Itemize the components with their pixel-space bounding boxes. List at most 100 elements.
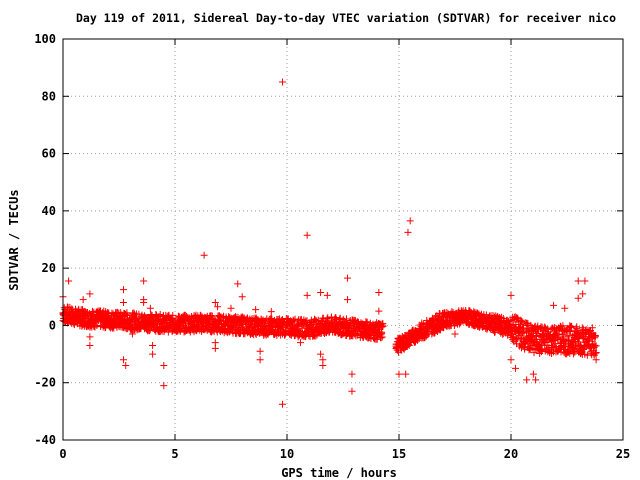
band-point bbox=[513, 315, 521, 323]
band-point bbox=[553, 334, 561, 342]
y-tick-label: 80 bbox=[42, 89, 56, 103]
band-point bbox=[122, 310, 130, 318]
outlier-point bbox=[214, 303, 222, 311]
plot-frame bbox=[62, 38, 624, 441]
outlier-point bbox=[511, 364, 519, 372]
chart-title: Day 119 of 2011, Sidereal Day-to-day VTE… bbox=[76, 11, 616, 25]
x-tick-label: 5 bbox=[171, 447, 178, 461]
outlier-point bbox=[550, 301, 558, 309]
outlier-point bbox=[507, 356, 515, 364]
outlier-point bbox=[348, 370, 356, 378]
band-point bbox=[303, 317, 311, 325]
band-point bbox=[169, 311, 177, 319]
band-point bbox=[362, 318, 370, 326]
tick-labels: 0 5 10 15 20 25 -40 -20 0 20 40 60 80 100 bbox=[34, 32, 630, 461]
band-point bbox=[525, 346, 533, 354]
outlier-point bbox=[590, 350, 598, 358]
band-point bbox=[146, 327, 154, 335]
outlier-point bbox=[395, 370, 403, 378]
outlier-point bbox=[140, 299, 148, 307]
band-point bbox=[538, 348, 546, 356]
outlier-point bbox=[402, 370, 410, 378]
outlier-point bbox=[570, 347, 578, 355]
band-point bbox=[518, 318, 526, 326]
outlier-point bbox=[122, 362, 130, 370]
outlier-point bbox=[343, 274, 351, 282]
band-point bbox=[148, 312, 156, 320]
outlier-point bbox=[523, 376, 531, 384]
outlier-point bbox=[592, 356, 600, 364]
x-tick-label: 15 bbox=[392, 447, 406, 461]
outlier-point bbox=[146, 304, 154, 312]
outlier-point bbox=[149, 341, 157, 349]
y-tick-label: -40 bbox=[34, 433, 56, 447]
outlier-point bbox=[256, 356, 264, 364]
outlier-point bbox=[529, 370, 537, 378]
band-point bbox=[531, 336, 539, 344]
band-point bbox=[514, 335, 522, 343]
outlier-point bbox=[211, 344, 219, 352]
outlier-point bbox=[256, 347, 264, 355]
band-point bbox=[588, 324, 596, 332]
outlier-point bbox=[375, 288, 383, 296]
outlier-point bbox=[86, 341, 94, 349]
outlier-point bbox=[267, 308, 275, 316]
band-point bbox=[591, 341, 599, 349]
band-point bbox=[519, 324, 527, 332]
band-point bbox=[566, 349, 574, 357]
band-point bbox=[566, 323, 574, 331]
band-point bbox=[565, 336, 573, 344]
outlier-point bbox=[119, 286, 127, 294]
x-axis-label: GPS time / hours bbox=[281, 466, 397, 480]
y-tick-label: 40 bbox=[42, 204, 56, 218]
band-point bbox=[314, 316, 322, 324]
y-axis-label: SDTVAR / TECUs bbox=[7, 189, 21, 290]
outlier-point bbox=[343, 296, 351, 304]
y-tick-label: 0 bbox=[49, 318, 56, 332]
band-point bbox=[491, 328, 499, 336]
x-tick-label: 0 bbox=[59, 447, 66, 461]
x-tick-label: 25 bbox=[616, 447, 630, 461]
outlier-point bbox=[149, 350, 157, 358]
band-point bbox=[342, 318, 350, 326]
outlier-point bbox=[507, 291, 515, 299]
outlier-point bbox=[79, 296, 87, 304]
outlier-point bbox=[160, 362, 168, 370]
outlier-point bbox=[86, 333, 94, 341]
outlier-point bbox=[65, 277, 73, 285]
outlier-point bbox=[323, 291, 331, 299]
outlier-point bbox=[451, 330, 459, 338]
outlier-point bbox=[581, 277, 589, 285]
outlier-point bbox=[317, 350, 325, 358]
band-point bbox=[379, 322, 387, 330]
outlier-point bbox=[406, 217, 414, 225]
outlier-point bbox=[140, 277, 148, 285]
band-point bbox=[528, 332, 536, 340]
outlier-point bbox=[574, 277, 582, 285]
outlier-point bbox=[200, 251, 208, 259]
outlier-point bbox=[160, 382, 168, 390]
outlier-point bbox=[238, 293, 246, 301]
outlier-point bbox=[252, 306, 260, 314]
band-point bbox=[538, 346, 546, 354]
outlier-point bbox=[574, 294, 582, 302]
outlier-point bbox=[375, 307, 383, 315]
outlier-point bbox=[303, 291, 311, 299]
band-point bbox=[377, 334, 385, 342]
outlier-point bbox=[119, 299, 127, 307]
y-tick-label: -20 bbox=[34, 376, 56, 390]
outlier-point bbox=[317, 288, 325, 296]
outlier-point bbox=[279, 78, 287, 86]
band-point bbox=[123, 312, 131, 320]
band-point bbox=[559, 331, 567, 339]
x-tick-label: 10 bbox=[280, 447, 294, 461]
band-point bbox=[568, 322, 576, 330]
band-point bbox=[592, 342, 600, 350]
outlier-point bbox=[279, 400, 287, 408]
x-tick-label: 20 bbox=[504, 447, 518, 461]
outlier-point bbox=[348, 387, 356, 395]
band-point bbox=[378, 333, 386, 341]
outlier-point bbox=[561, 304, 569, 312]
